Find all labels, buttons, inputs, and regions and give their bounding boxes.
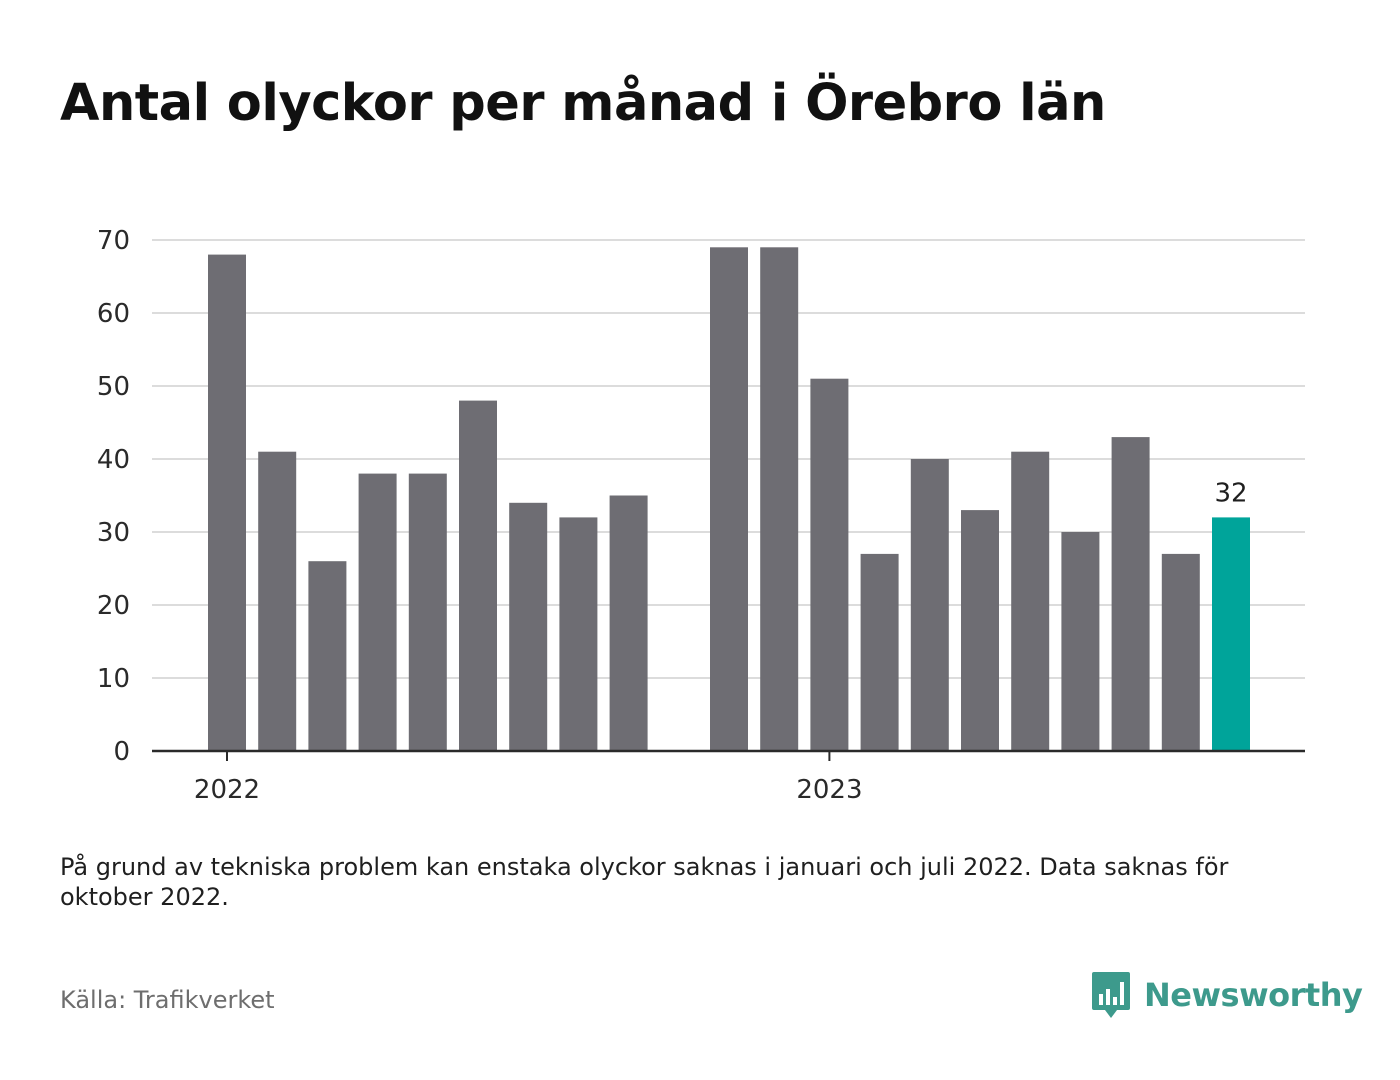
y-tick-label: 0 bbox=[113, 737, 130, 767]
bar bbox=[860, 553, 899, 751]
y-tick-label: 70 bbox=[97, 226, 130, 256]
bar bbox=[559, 517, 598, 751]
bar bbox=[408, 473, 447, 751]
bar bbox=[509, 502, 548, 751]
bar bbox=[258, 451, 297, 751]
x-tick-label: 2023 bbox=[796, 775, 862, 805]
bar bbox=[358, 473, 397, 751]
bar bbox=[308, 561, 347, 751]
chart-note: På grund av tekniska problem kan enstaka… bbox=[60, 853, 1229, 911]
x-tick-label: 2022 bbox=[194, 775, 260, 805]
y-tick-label: 30 bbox=[97, 518, 130, 548]
highlighted-bar bbox=[1212, 517, 1250, 751]
y-tick-label: 50 bbox=[97, 372, 130, 402]
chart-title: Antal olyckor per månad i Örebro län bbox=[60, 74, 1106, 133]
brand-name: Newsworthy bbox=[1144, 976, 1363, 1014]
data-label: 32 bbox=[1214, 478, 1247, 508]
y-tick-label: 20 bbox=[97, 591, 130, 621]
bar-chart: 0 10 20 30 40 50 60 70 32 2022 2023 bbox=[97, 226, 1305, 805]
bar bbox=[760, 247, 799, 752]
y-tick-label: 10 bbox=[97, 664, 130, 694]
bar bbox=[961, 510, 999, 751]
bar bbox=[810, 378, 849, 751]
newsworthy-logo: Newsworthy bbox=[1090, 970, 1363, 1020]
y-tick-label: 60 bbox=[97, 299, 130, 329]
bar bbox=[459, 400, 497, 751]
source-label: Källa: Trafikverket bbox=[60, 986, 275, 1014]
bar bbox=[1061, 532, 1100, 751]
newsworthy-logo-icon bbox=[1092, 972, 1130, 1018]
bar bbox=[609, 495, 648, 751]
bar bbox=[1161, 553, 1200, 751]
bar bbox=[208, 254, 246, 751]
bar bbox=[710, 247, 748, 752]
bar bbox=[1111, 437, 1150, 751]
y-tick-label: 40 bbox=[97, 445, 130, 475]
bar bbox=[1011, 451, 1050, 751]
bar bbox=[910, 459, 949, 751]
